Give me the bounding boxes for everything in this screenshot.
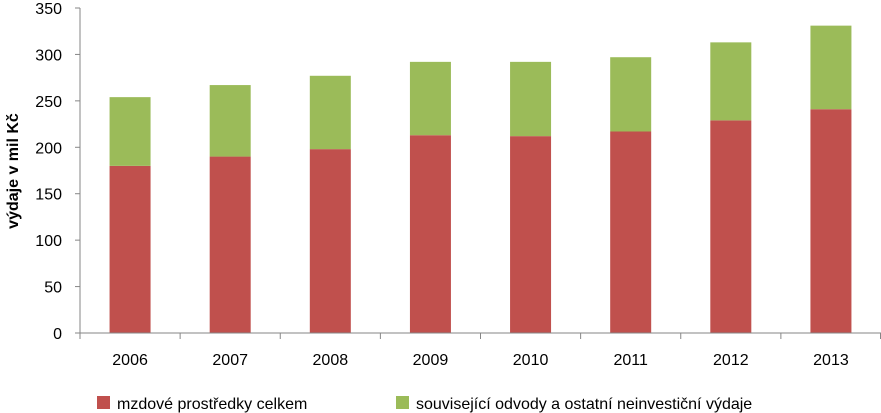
legend: mzdové prostředky celkem související odvo… <box>97 396 752 413</box>
bar-series-2-2009 <box>409 61 451 136</box>
bar-series-2-2008 <box>309 75 351 150</box>
bar-series-2-2013 <box>810 25 852 110</box>
bar-series-1-2012 <box>710 120 752 333</box>
y-tick-label: 150 <box>35 187 62 204</box>
legend-label-2: související odvody a ostatní neinvestičn… <box>416 396 752 413</box>
bar-series-2-2006 <box>109 97 151 166</box>
bar-series-1-2009 <box>409 135 451 333</box>
bar-series-2-2011 <box>610 57 652 132</box>
x-tick-label: 2011 <box>613 352 648 369</box>
x-tick-label: 2013 <box>813 352 849 369</box>
x-tick-label: 2008 <box>313 352 349 369</box>
y-tick-label: 50 <box>44 280 62 297</box>
bar-series-1-2006 <box>109 165 151 333</box>
y-tick-label: 300 <box>35 47 62 64</box>
x-tick-label: 2010 <box>513 352 549 369</box>
y-tick-label: 250 <box>35 94 62 111</box>
x-tick-label: 2009 <box>413 352 449 369</box>
legend-swatch-1 <box>97 396 110 409</box>
y-tick-label: 0 <box>53 326 62 343</box>
bar-series-group <box>109 25 852 333</box>
bar-series-1-2007 <box>209 156 251 333</box>
bar-series-1-2008 <box>309 149 351 333</box>
bar-series-2-2012 <box>710 42 752 121</box>
y-tick-label: 350 <box>35 1 62 18</box>
y-tick-label: 200 <box>35 140 62 157</box>
x-tick-label: 2012 <box>713 352 749 369</box>
bar-series-1-2010 <box>510 136 552 333</box>
bar-series-1-2013 <box>810 109 852 333</box>
bar-series-2-2010 <box>510 61 552 137</box>
y-axis: 0 50 100 150 200 250 300 350 <box>35 1 81 343</box>
y-tick-label: 100 <box>35 233 62 250</box>
x-tick-label: 2006 <box>112 352 148 369</box>
legend-swatch-2 <box>396 396 409 409</box>
y-axis-title: výdaje v mil Kč <box>5 113 22 229</box>
bar-series-2-2007 <box>209 85 251 157</box>
bar-series-1-2011 <box>610 131 652 333</box>
legend-label-1: mzdové prostředky celkem <box>117 396 307 413</box>
x-axis: 2006 2007 2008 2009 2010 2011 2012 2013 <box>79 332 881 369</box>
x-tick-label: 2007 <box>212 352 248 369</box>
